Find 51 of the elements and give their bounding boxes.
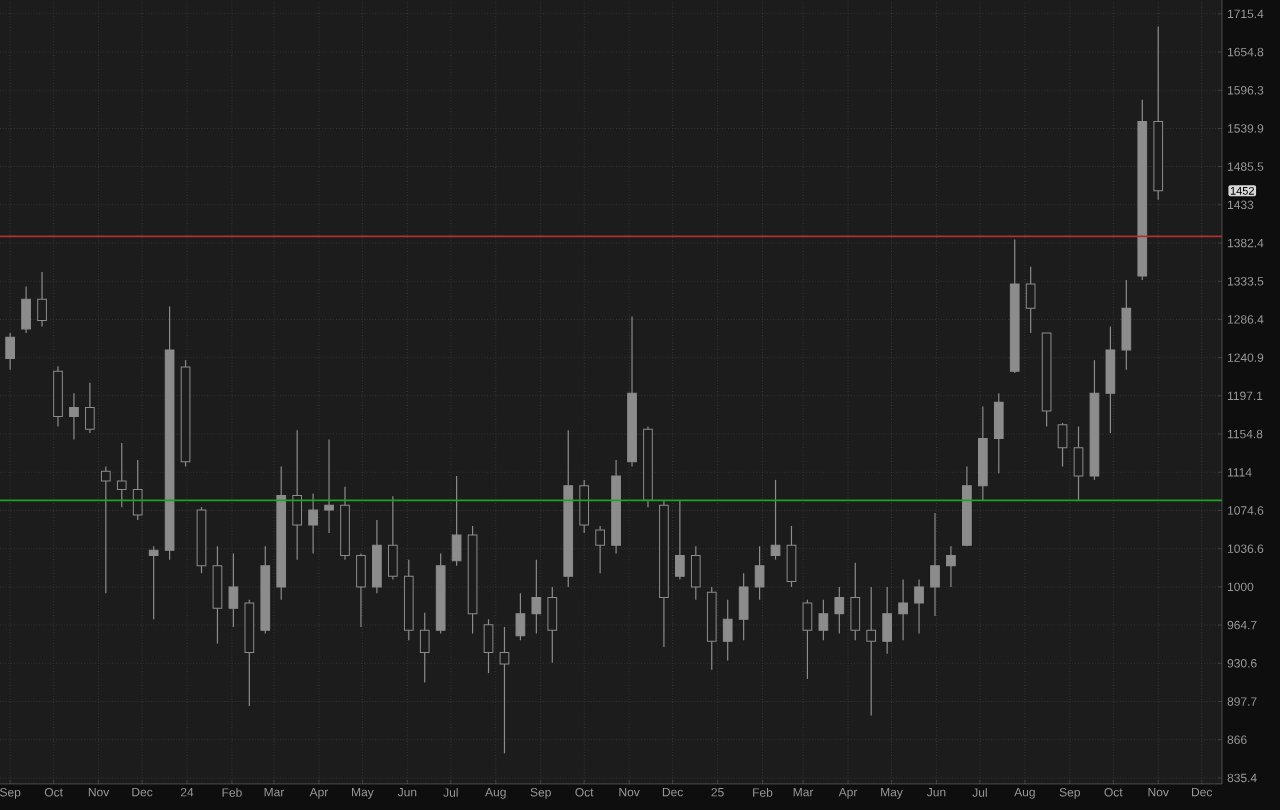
candlestick (882, 586, 892, 655)
candlestick (866, 586, 877, 717)
candlestick (148, 545, 159, 620)
candlestick (738, 572, 749, 641)
candlestick (914, 578, 924, 635)
candlestick (308, 492, 318, 555)
candlestick (786, 525, 797, 588)
candlestick (132, 459, 143, 521)
candlestick (993, 392, 1004, 474)
candlestick (100, 465, 111, 594)
candlestick (37, 271, 47, 327)
candlestick (1025, 266, 1036, 334)
candlestick (754, 545, 765, 601)
candlestick (930, 512, 940, 617)
candlestick (850, 562, 861, 641)
candlestick (419, 612, 430, 684)
candlestick (356, 552, 366, 628)
candlestick (515, 592, 526, 641)
candlestick (675, 499, 685, 581)
candlestick (372, 519, 382, 594)
candlestick (579, 479, 590, 534)
candlestick (5, 332, 15, 371)
candlestick (21, 285, 31, 334)
candlestick (483, 618, 494, 674)
candlestick (595, 525, 605, 574)
candlestick (1105, 325, 1116, 434)
candlestick (1073, 425, 1084, 501)
candlestick (834, 586, 845, 635)
candlestick (690, 545, 701, 601)
candlestick (69, 392, 79, 440)
candlestick (1121, 279, 1132, 371)
candlestick (898, 578, 908, 641)
candlestick (53, 365, 63, 428)
candlestick (324, 438, 334, 534)
candlestick (547, 586, 558, 664)
candlestick (802, 599, 813, 680)
candlestick (387, 495, 398, 581)
candlestick (116, 442, 127, 508)
candlestick (531, 559, 542, 635)
candlestick (946, 545, 956, 588)
candlestick (85, 382, 95, 434)
candlestick (212, 545, 223, 645)
candlestick (722, 599, 733, 662)
candlestick (1057, 422, 1068, 468)
candlestick (451, 475, 462, 567)
candlestick (770, 479, 781, 561)
candlestick (228, 552, 239, 628)
candlestick (818, 599, 829, 641)
candlestick (292, 429, 303, 561)
candlestick (977, 406, 988, 501)
candlestick (499, 626, 510, 754)
